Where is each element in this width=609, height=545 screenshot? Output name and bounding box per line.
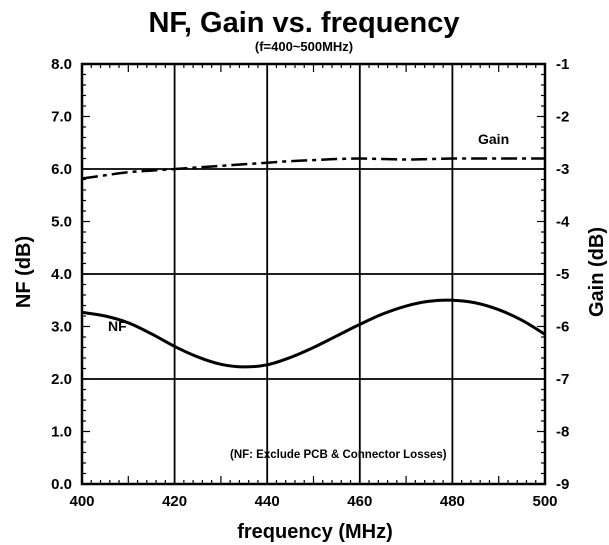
y-right-tick-label: -1 (556, 56, 569, 73)
y-right-tick-label: -8 (556, 424, 569, 441)
y-left-tick-label: 8.0 (51, 56, 72, 73)
y-left-tick-label: 7.0 (51, 109, 72, 126)
y-left-tick-label: 1.0 (51, 424, 72, 441)
y-axis-left-label: NF (dB) (13, 236, 35, 308)
series-line-nf (81, 298, 546, 369)
x-tick-label: 440 (255, 493, 280, 510)
plot-frame (80, 62, 547, 486)
y-right-tick-label: -2 (556, 109, 569, 126)
x-tick-label: 460 (347, 493, 372, 510)
y-right-tick-label: -4 (556, 214, 570, 231)
x-axis-label: frequency (MHz) (237, 521, 393, 543)
y-right-tick-label: -7 (556, 371, 569, 388)
series-line-gain (81, 157, 545, 180)
y-left-tick-label: 5.0 (51, 214, 72, 231)
y-right-tick-label: -5 (556, 266, 569, 283)
y-right-tick-label: -6 (556, 319, 569, 336)
x-tick-label: 420 (162, 493, 187, 510)
tick-labels: 400 420 440 460 480 500 0.0 1.0 2.0 3.0 4.0 5.0 6.0 7… (51, 56, 570, 510)
chart-subtitle: (f=400~500MHz) (255, 39, 353, 54)
gain-series-label: Gain (478, 131, 509, 147)
nf-series-label: NF (108, 318, 127, 334)
y-left-tick-label: 6.0 (51, 161, 72, 178)
x-tick-label: 480 (440, 493, 465, 510)
chart-title: NF, Gain vs. frequency (148, 7, 459, 39)
x-tick-label: 400 (69, 493, 94, 510)
note-annotation: (NF: Exclude PCB & Connector Losses) (230, 449, 447, 461)
y-left-tick-label: 0.0 (51, 476, 72, 493)
x-tick-label: 500 (532, 493, 557, 510)
y-left-tick-label: 3.0 (51, 319, 72, 336)
y-right-tick-label: -9 (556, 476, 569, 493)
y-left-tick-label: 2.0 (51, 371, 72, 388)
series-lines (81, 157, 546, 369)
y-left-tick-label: 4.0 (51, 266, 72, 283)
y-axis-right-label: Gain (dB) (586, 227, 608, 317)
y-right-tick-label: -3 (556, 161, 569, 178)
grid (82, 64, 545, 484)
